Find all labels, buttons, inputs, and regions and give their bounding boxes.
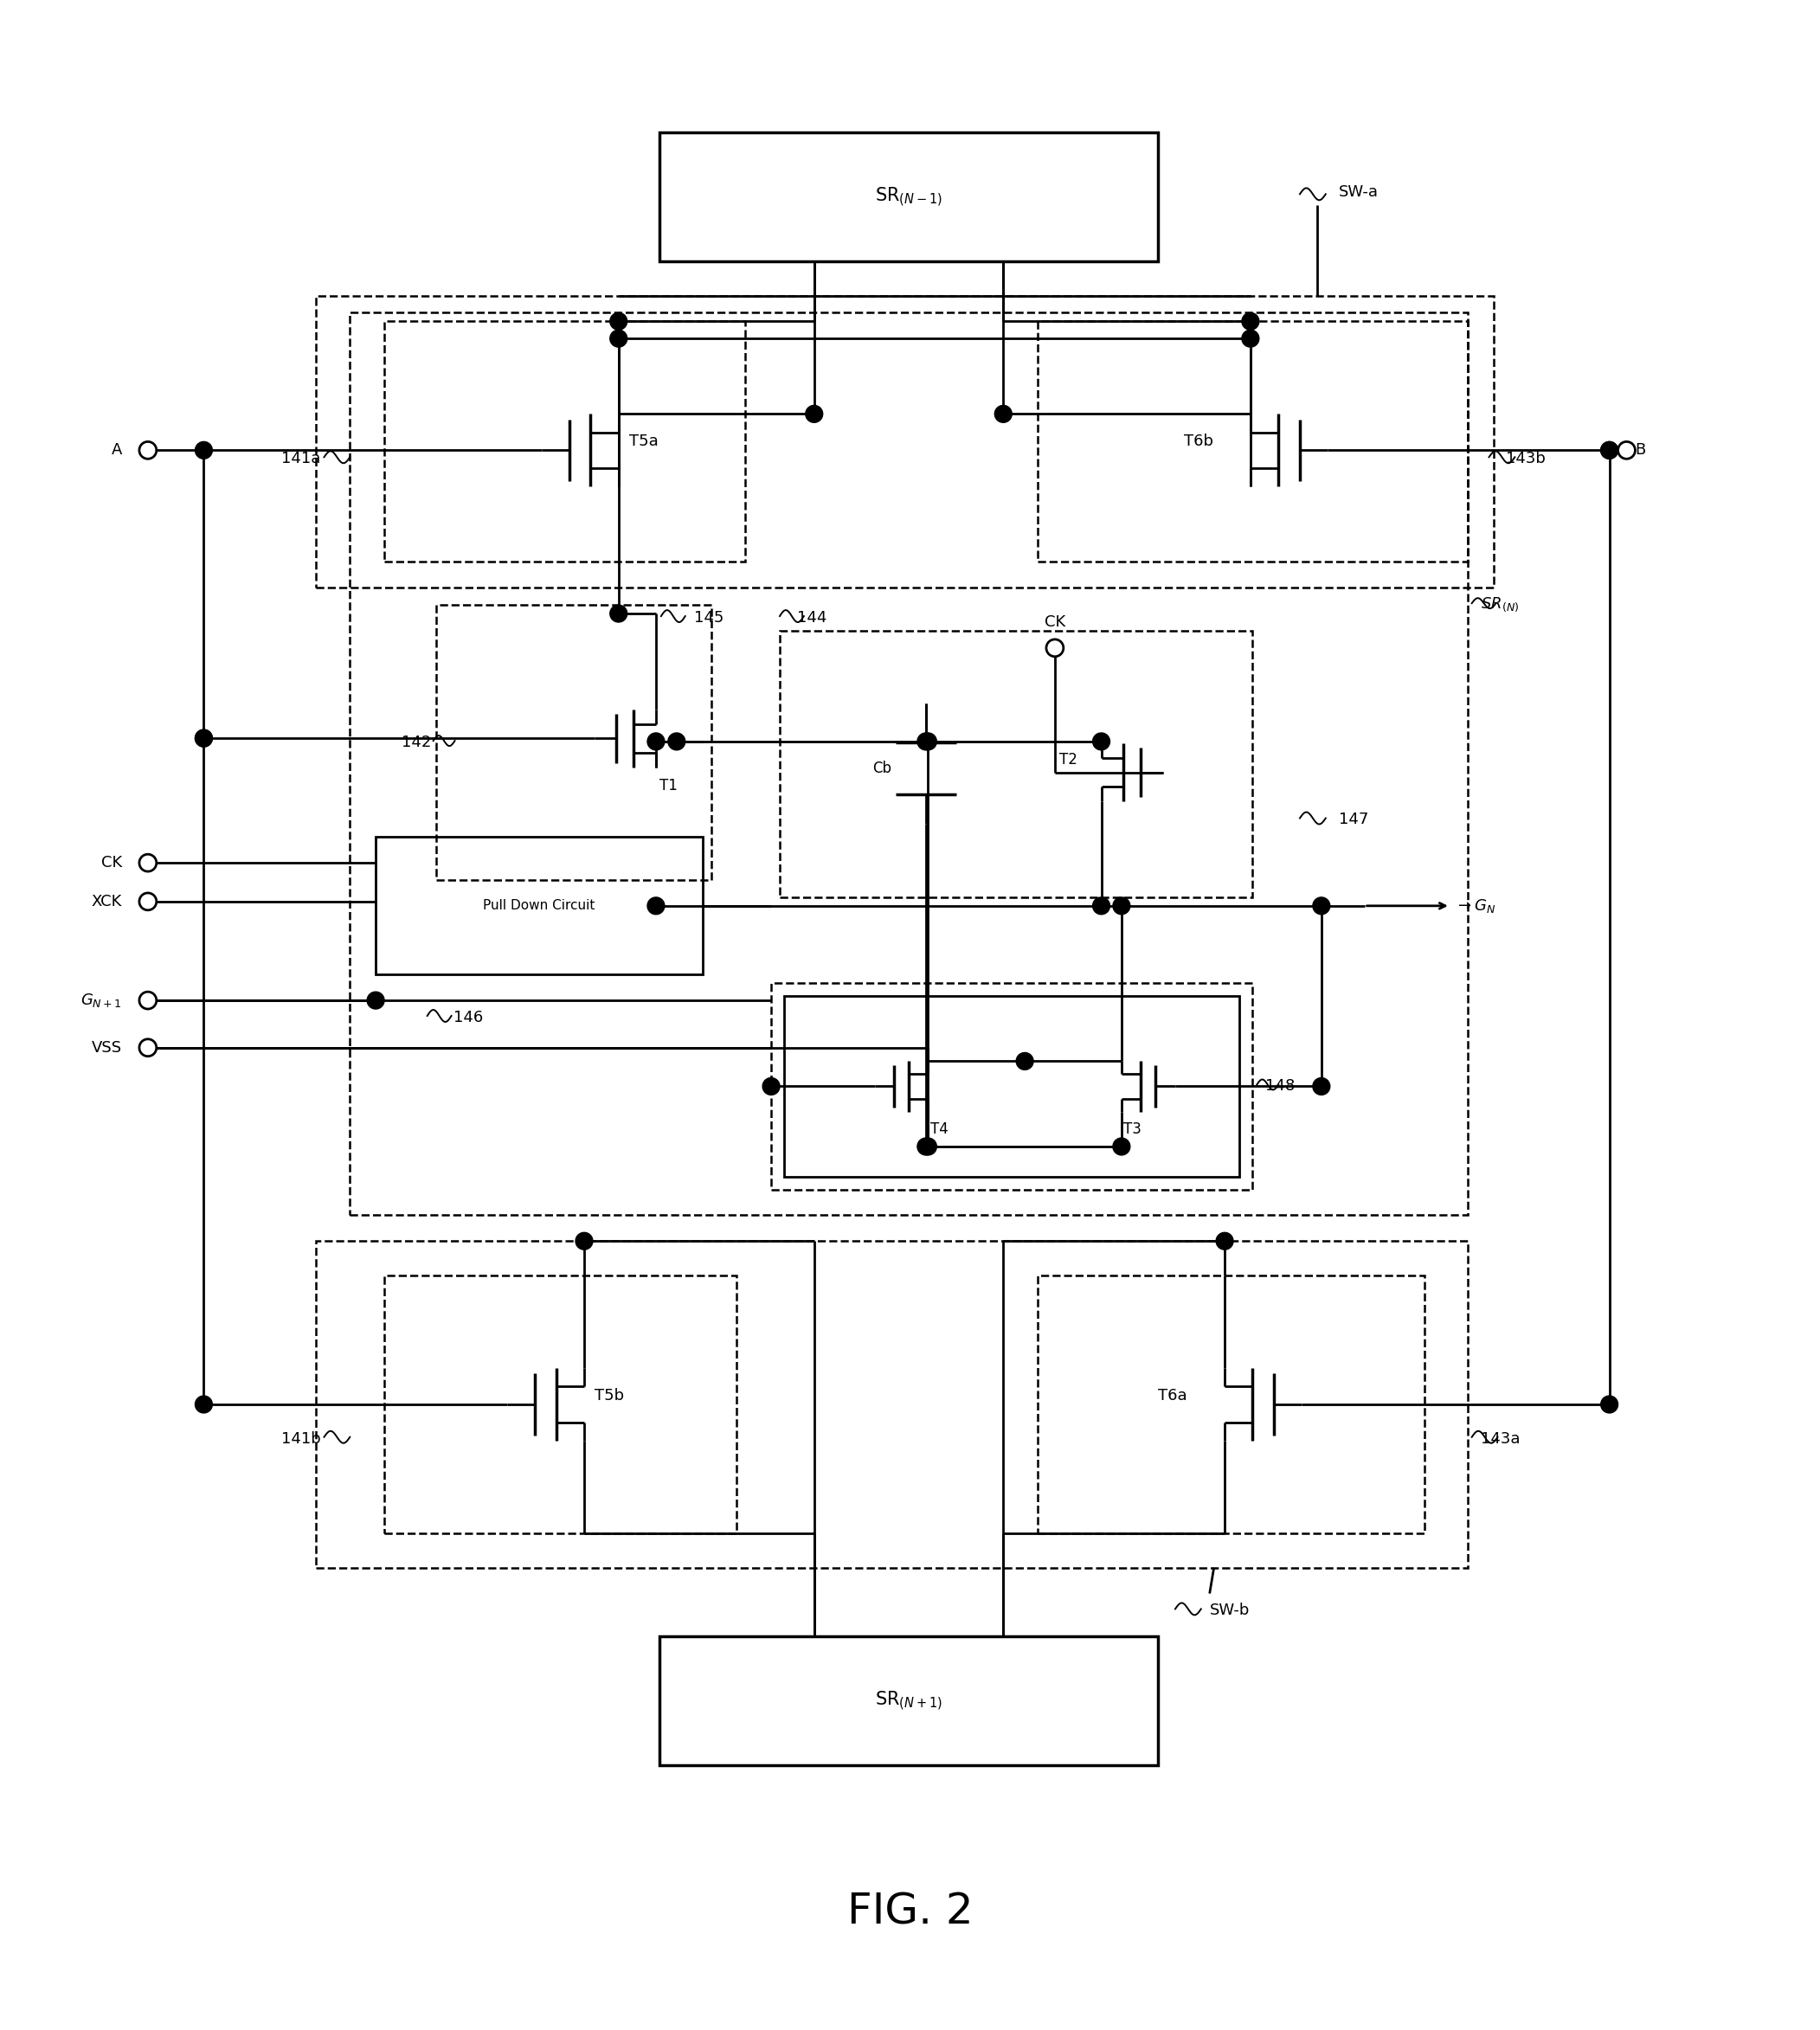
Text: Cb: Cb [872,761,892,775]
Text: T6a: T6a [1158,1389,1187,1403]
Circle shape [1602,1397,1618,1413]
Circle shape [1312,897,1330,914]
Text: VSS: VSS [91,1039,122,1056]
Text: B: B [1634,443,1645,459]
Bar [1037,321,1467,562]
Circle shape [1092,733,1110,749]
Circle shape [195,729,213,747]
Circle shape [919,1139,937,1155]
Circle shape [648,733,664,749]
Circle shape [1602,443,1618,459]
Bar [315,1240,1467,1567]
Circle shape [1016,1054,1034,1070]
Text: 144: 144 [797,611,826,625]
Text: 145: 145 [693,611,724,625]
Text: A: A [111,443,122,459]
Text: T3: T3 [1123,1121,1141,1137]
Circle shape [610,605,628,621]
Text: $G_{N+1}$: $G_{N+1}$ [80,993,122,1009]
Circle shape [368,993,384,1009]
Text: 148: 148 [1265,1078,1296,1094]
Circle shape [919,733,937,749]
Bar [384,1275,737,1533]
Circle shape [1092,897,1110,914]
Text: 146: 146 [453,1009,482,1025]
Text: SW-a: SW-a [1338,185,1378,201]
Circle shape [996,406,1012,422]
Circle shape [610,313,628,331]
Circle shape [763,1078,779,1094]
Circle shape [1112,1139,1130,1155]
Text: T5b: T5b [595,1389,624,1403]
Circle shape [1241,331,1259,347]
Bar [779,631,1252,897]
Bar [772,983,1252,1190]
Circle shape [610,331,628,347]
Text: T4: T4 [930,1121,948,1137]
Circle shape [1216,1232,1234,1250]
Text: XCK: XCK [91,893,122,909]
Circle shape [668,733,684,749]
Text: $\rightarrow G_N$: $\rightarrow G_N$ [1454,897,1496,914]
Circle shape [575,1232,593,1250]
Text: FIG. 2: FIG. 2 [846,1890,974,1933]
Text: T2: T2 [1059,751,1077,767]
Bar [435,605,712,881]
Text: T6b: T6b [1183,434,1214,449]
Bar [384,321,746,562]
Text: T5a: T5a [630,434,659,449]
Circle shape [1602,443,1618,459]
Text: CK: CK [102,855,122,871]
Text: 143a: 143a [1480,1431,1520,1447]
Text: 143b: 143b [1507,451,1545,467]
Circle shape [917,1139,934,1155]
Circle shape [1241,313,1259,331]
Text: 141b: 141b [280,1431,320,1447]
Circle shape [806,406,823,422]
Bar [349,313,1467,1216]
Text: SW-b: SW-b [1210,1604,1250,1618]
Bar [375,836,703,974]
Bar [784,997,1239,1177]
Text: CK: CK [1045,615,1065,629]
Text: Pull Down Circuit: Pull Down Circuit [482,899,595,911]
Circle shape [195,1397,213,1413]
Text: 141a: 141a [280,451,320,467]
Bar [315,296,1494,589]
Bar [659,132,1158,262]
Circle shape [917,733,934,749]
Bar [1037,1275,1425,1533]
Text: SR$_{(N)}$: SR$_{(N)}$ [1480,597,1518,613]
Text: 142: 142 [402,735,431,751]
Text: T1: T1 [659,777,677,794]
Text: SR$_{(N+1)}$: SR$_{(N+1)}$ [875,1689,943,1713]
Circle shape [195,443,213,459]
Circle shape [1312,1078,1330,1094]
Circle shape [195,729,213,747]
Text: 147: 147 [1338,812,1369,828]
Bar [659,1636,1158,1766]
Circle shape [648,897,664,914]
Circle shape [1112,897,1130,914]
Text: SR$_{(N-1)}$: SR$_{(N-1)}$ [875,185,943,209]
